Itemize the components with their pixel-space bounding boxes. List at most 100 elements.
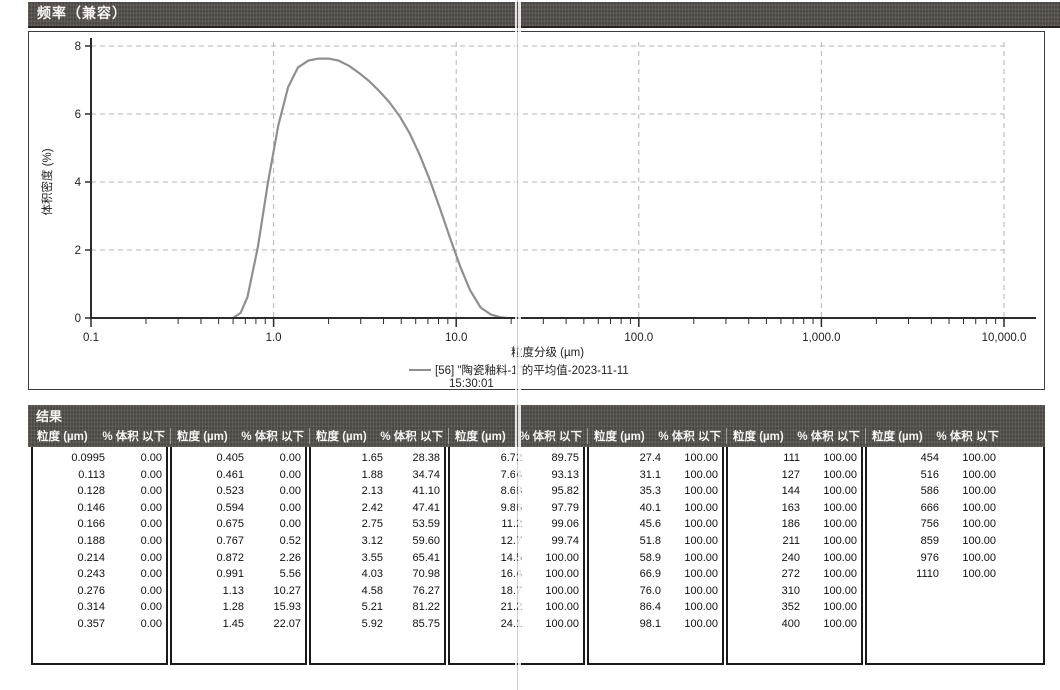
table-row: 0.166 0.00 <box>33 516 166 533</box>
size-value: 0.461 <box>216 468 244 481</box>
pct-value: 100.00 <box>545 584 579 597</box>
pct-value: 0.00 <box>140 534 162 547</box>
pct-value: 100.00 <box>545 601 579 614</box>
pct-value: 0.00 <box>279 501 301 514</box>
table-row: 0.214 0.00 <box>33 550 166 567</box>
pct-value: 34.74 <box>412 468 440 481</box>
table-row: 1.13 10.27 <box>172 583 305 600</box>
size-value: 0.872 <box>216 551 244 564</box>
table-row: 4.58 76.27 <box>311 583 444 600</box>
frequency-chart-panel: 0 2 4 6 8 0.1 1.0 10.0 100.0 1,000.0 10,000.0 体积密度 … <box>28 31 1045 390</box>
size-value: 5.92 <box>361 617 383 630</box>
size-value: 6.72 <box>500 452 522 464</box>
size-column-label: 粒度 (µm) <box>316 430 367 443</box>
svg-text:0.1: 0.1 <box>83 332 99 344</box>
pct-value: 100.00 <box>823 452 857 464</box>
table-row: 0.405 0.00 <box>172 450 305 467</box>
size-value: 666 <box>920 501 939 514</box>
frequency-curve <box>232 57 509 320</box>
pct-value: 0.00 <box>140 501 162 514</box>
table-row: 310 100.00 <box>728 583 861 600</box>
size-value: 0.0995 <box>71 452 105 464</box>
pct-value: 0.00 <box>140 617 162 630</box>
pct-value: 89.75 <box>551 452 579 464</box>
size-value: 1.13 <box>222 584 244 597</box>
pct-value: 100.00 <box>823 534 857 547</box>
size-value: 2.13 <box>361 485 383 498</box>
size-value: 14.5 <box>500 551 522 564</box>
size-value: 0.675 <box>216 518 244 531</box>
svg-text:10,000.0: 10,000.0 <box>982 332 1027 344</box>
table-row: 0.243 0.00 <box>33 566 166 583</box>
pct-column-label: % 体积 以下 <box>519 430 582 443</box>
table-row: 18.7 100.00 <box>450 583 583 600</box>
size-value: 4.58 <box>361 584 383 597</box>
table-row: 1.45 22.07 <box>172 616 305 633</box>
pct-value: 100.00 <box>684 468 718 481</box>
svg-text:2: 2 <box>75 245 81 257</box>
results-panel: 结果 粒度 (µm)% 体积 以下 粒度 (µm)% 体积 以下 粒度 (µm)% … <box>28 405 1045 667</box>
table-row: 586 100.00 <box>867 483 1043 500</box>
pct-value: 95.82 <box>551 485 579 498</box>
legend-label: [56] "陶瓷釉料-1"的平均值-2023-11-11 <box>435 363 629 377</box>
table-row: 16.4 100.00 <box>450 566 583 583</box>
results-header-row: 粒度 (µm)% 体积 以下 粒度 (µm)% 体积 以下 粒度 (µm)% 体积 … <box>28 425 1045 446</box>
svg-text:100.0: 100.0 <box>624 332 653 344</box>
x-axis-title: 粒度分级 (µm) <box>511 345 584 359</box>
table-row: 272 100.00 <box>728 566 861 583</box>
size-value: 859 <box>920 534 939 547</box>
size-value: 2.75 <box>361 518 383 531</box>
results-column-header: 粒度 (µm) % 体积 以下 <box>309 427 446 444</box>
pct-value: 100.00 <box>823 601 857 614</box>
table-row: 0.991 5.56 <box>172 566 305 583</box>
table-row: 240 100.00 <box>728 550 861 567</box>
pct-value: 10.27 <box>273 584 301 597</box>
table-row: 45.6 100.00 <box>589 516 722 533</box>
size-value: 31.1 <box>639 468 661 481</box>
results-column-header: 粒度 (µm) % 体积 以下 <box>448 427 585 444</box>
size-value: 0.357 <box>77 617 105 630</box>
pct-column-label: % 体积 以下 <box>936 430 999 443</box>
results-column-header: 粒度 (µm) % 体积 以下 <box>726 427 863 444</box>
table-row: 516 100.00 <box>867 467 1043 484</box>
size-value: 1110 <box>916 568 939 581</box>
table-row: 58.9 100.00 <box>589 550 722 567</box>
table-row: 2.75 53.59 <box>311 516 444 533</box>
results-subtable: 454 100.00 516 100.00 586 100.00 666 100.00 756 1… <box>865 447 1045 665</box>
results-subtable: 111 100.00 127 100.00 144 100.00 163 100.00 186 1… <box>726 447 863 665</box>
pct-value: 100.00 <box>962 452 996 464</box>
size-value: 0.314 <box>77 601 105 614</box>
results-column-header: 粒度 (µm) % 体积 以下 <box>865 427 1002 444</box>
pct-column-label: % 体积 以下 <box>102 430 165 443</box>
pct-value: 5.56 <box>279 568 301 581</box>
table-row: 11.2 99.06 <box>450 516 583 533</box>
size-value: 16.4 <box>500 568 522 581</box>
pct-value: 100.00 <box>823 468 857 481</box>
results-column-header: 粒度 (µm) % 体积 以下 <box>587 427 724 444</box>
size-value: 98.1 <box>639 617 661 630</box>
svg-text:8: 8 <box>75 41 81 53</box>
size-value: 3.55 <box>361 551 383 564</box>
table-row: 454 100.00 <box>867 450 1043 467</box>
size-value: 66.9 <box>639 568 661 581</box>
table-row: 0.675 0.00 <box>172 516 305 533</box>
size-value: 21.2 <box>500 601 522 614</box>
pct-value: 100.00 <box>684 485 718 498</box>
pct-value: 0.00 <box>140 485 162 498</box>
table-row: 1110 100.00 <box>867 566 1043 583</box>
svg-text:1,000.0: 1,000.0 <box>802 332 840 344</box>
table-row: 3.55 65.41 <box>311 550 444 567</box>
table-row: 21.2 100.00 <box>450 599 583 616</box>
table-row: 186 100.00 <box>728 516 861 533</box>
size-value: 0.276 <box>77 584 105 597</box>
table-row: 24.1 100.00 <box>450 616 583 633</box>
size-value: 976 <box>920 551 939 564</box>
pct-value: 100.00 <box>545 568 579 581</box>
results-header-bar: 结果 粒度 (µm)% 体积 以下 粒度 (µm)% 体积 以下 粒度 (µm)% … <box>28 405 1045 447</box>
table-row: 4.03 70.98 <box>311 566 444 583</box>
size-value: 9.86 <box>500 501 522 514</box>
size-value: 0.991 <box>216 568 244 581</box>
pct-value: 0.00 <box>279 468 301 481</box>
size-value: 186 <box>781 518 800 531</box>
size-value: 516 <box>920 468 939 481</box>
